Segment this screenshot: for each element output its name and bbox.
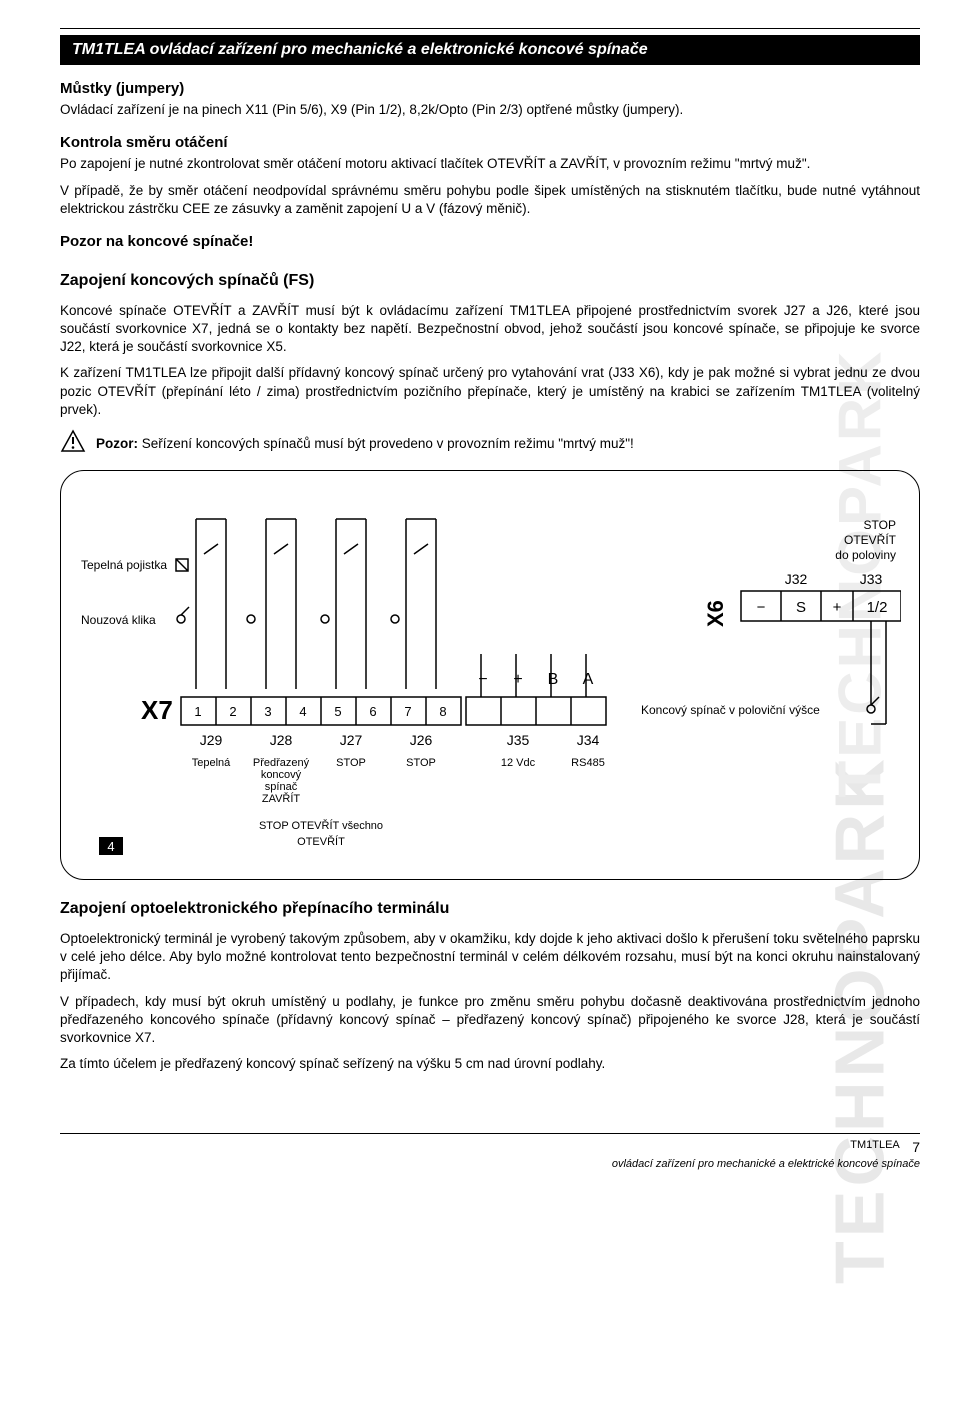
sec5-heading: Zapojení optoelektronického přepínacího …	[60, 898, 920, 920]
header-rule	[60, 28, 920, 29]
page-footer: TM1TLEA 7 ovládací zařízení pro mechanic…	[60, 1133, 920, 1172]
svg-text:Předřazený: Předřazený	[253, 757, 310, 769]
svg-text:koncový: koncový	[261, 769, 302, 781]
footer-line1: TM1TLEA	[850, 1139, 899, 1151]
j33-label: J33	[860, 571, 883, 587]
sec5-p1: Optoelektronický terminál je vyrobený ta…	[60, 930, 920, 985]
svg-text:Tepelná: Tepelná	[192, 757, 231, 769]
right-label: Koncový spínač v poloviční výšce	[641, 703, 820, 717]
corner-page: 4	[107, 839, 114, 854]
desc-rs485: RS485	[571, 757, 605, 769]
sec4-heading: Zapojení koncových spínačů (FS)	[60, 270, 920, 292]
svg-text:3: 3	[264, 704, 271, 719]
svg-text:J29: J29	[200, 732, 223, 748]
footer-page: 7	[912, 1139, 920, 1155]
svg-text:+: +	[513, 671, 522, 688]
svg-text:+: +	[833, 599, 842, 616]
svg-text:−: −	[478, 671, 487, 688]
sec2-p2: V případě, že by směr otáčení neodpovída…	[60, 182, 920, 218]
warning-row: Pozor: Seřízení koncových spínačů musí b…	[60, 429, 920, 458]
warning-icon	[60, 429, 86, 458]
warning-bold: Pozor:	[96, 436, 138, 451]
x6-label: X6	[703, 600, 728, 627]
svg-text:7: 7	[404, 704, 411, 719]
j35-label: J35	[507, 732, 530, 748]
svg-text:2: 2	[229, 704, 236, 719]
svg-text:5: 5	[334, 704, 341, 719]
sub-line-2: OTEVŘÍT	[297, 835, 345, 848]
svg-text:STOP: STOP	[406, 757, 436, 769]
desc-12vdc: 12 Vdc	[501, 757, 536, 769]
svg-text:1: 1	[194, 704, 201, 719]
svg-text:S: S	[796, 599, 806, 616]
sec2-p1: Po zapojení je nutné zkontrolovat směr o…	[60, 155, 920, 173]
svg-text:1/2: 1/2	[867, 599, 888, 616]
svg-text:spínač: spínač	[265, 781, 298, 793]
svg-text:J28: J28	[270, 732, 293, 748]
warning-body: Seřízení koncových spínačů musí být prov…	[142, 436, 634, 451]
sub-line-1: STOP OTEVŘÍT všechno	[259, 819, 383, 832]
label-emerg: Nouzová klika	[81, 613, 156, 627]
wiring-diagram: Tepelná pojistka Nouzová klika	[60, 470, 920, 880]
svg-text:−: −	[757, 599, 766, 616]
sec4-p2: K zařízení TM1TLEA lze připojit další př…	[60, 364, 920, 419]
svg-text:J27: J27	[340, 732, 363, 748]
footer-line2: ovládací zařízení pro mechanické a elekt…	[612, 1158, 920, 1170]
svg-text:J26: J26	[410, 732, 433, 748]
j34-label: J34	[577, 732, 600, 748]
right-top-2: OTEVŘÍT	[844, 532, 897, 547]
right-top-1: STOP	[864, 518, 896, 532]
svg-text:6: 6	[369, 704, 376, 719]
sec2-heading: Kontrola směru otáčení	[60, 133, 920, 153]
sec4-p1: Koncové spínače OTEVŘÍT a ZAVŘÍT musí bý…	[60, 302, 920, 357]
svg-text:STOP: STOP	[336, 757, 366, 769]
svg-text:ZAVŘÍT: ZAVŘÍT	[262, 792, 301, 805]
warning-text: Pozor: Seřízení koncových spínačů musí b…	[96, 435, 634, 453]
x7-label: X7	[141, 695, 173, 725]
svg-text:8: 8	[439, 704, 446, 719]
svg-text:A: A	[583, 671, 594, 688]
sec5-p2: V případech, kdy musí být okruh umístěný…	[60, 993, 920, 1048]
sec5-p3: Za tímto účelem je předřazený koncový sp…	[60, 1055, 920, 1073]
svg-text:4: 4	[299, 704, 306, 719]
right-top-3: do poloviny	[835, 548, 896, 562]
sec1-text: Ovládací zařízení je na pinech X11 (Pin …	[60, 101, 920, 119]
j32-label: J32	[785, 571, 808, 587]
page-title: TM1TLEA ovládací zařízení pro mechanické…	[60, 35, 920, 65]
svg-text:B: B	[548, 671, 559, 688]
sec1-heading: Můstky (jumpery)	[60, 79, 920, 99]
label-thermal: Tepelná pojistka	[81, 558, 167, 572]
sec3-heading: Pozor na koncové spínače!	[60, 232, 920, 252]
